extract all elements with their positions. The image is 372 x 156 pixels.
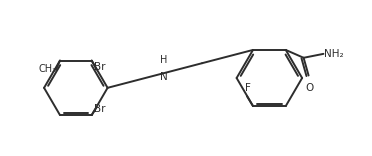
Text: N: N [160, 72, 168, 82]
Text: CH₃: CH₃ [39, 64, 57, 74]
Text: Br: Br [94, 104, 105, 114]
Text: NH₂: NH₂ [324, 49, 344, 59]
Text: O: O [305, 83, 314, 93]
Text: Br: Br [94, 62, 105, 73]
Text: F: F [245, 83, 251, 93]
Text: H: H [160, 55, 167, 65]
